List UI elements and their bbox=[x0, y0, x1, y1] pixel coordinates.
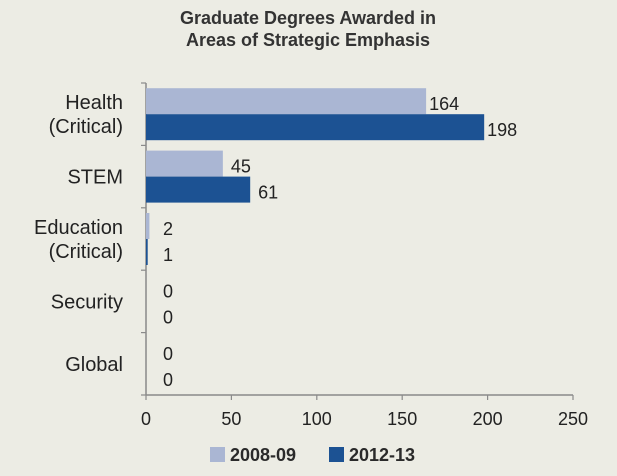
bar-2012-13-1 bbox=[146, 176, 251, 203]
axes: Health(Critical)STEMEducation(Critical)S… bbox=[34, 82, 588, 429]
bar-2008-09-2 bbox=[146, 213, 150, 239]
category-label: (Critical) bbox=[49, 116, 123, 138]
category-label: Health bbox=[65, 92, 123, 114]
data-label: 0 bbox=[163, 307, 173, 327]
legend: 2008-09 2012-13 bbox=[210, 445, 415, 465]
bars bbox=[146, 88, 485, 265]
category-label: STEM bbox=[67, 167, 123, 189]
legend-swatch bbox=[210, 447, 225, 462]
x-tick-label: 250 bbox=[558, 409, 588, 429]
x-tick-label: 150 bbox=[387, 409, 417, 429]
data-label: 0 bbox=[163, 370, 173, 390]
category-label: Global bbox=[65, 354, 123, 376]
data-label: 198 bbox=[487, 120, 517, 140]
x-tick-label: 200 bbox=[473, 409, 503, 429]
bar-2012-13-0 bbox=[146, 114, 485, 141]
data-label: 61 bbox=[258, 183, 278, 203]
data-label: 45 bbox=[231, 157, 251, 177]
data-labels: 164 45 2 0 0 198 61 1 0 0 bbox=[163, 94, 517, 390]
chart-title-line: Graduate Degrees Awarded in bbox=[180, 8, 436, 28]
data-label: 164 bbox=[429, 94, 459, 114]
legend-label: 2012-13 bbox=[349, 445, 415, 465]
legend-label: 2008-09 bbox=[230, 445, 296, 465]
x-tick-label: 50 bbox=[221, 409, 241, 429]
data-label: 0 bbox=[163, 281, 173, 301]
category-label: Education bbox=[34, 217, 123, 239]
data-label: 0 bbox=[163, 344, 173, 364]
chart-title-line: Areas of Strategic Emphasis bbox=[186, 30, 430, 50]
bar-2008-09-1 bbox=[146, 150, 223, 177]
category-label: Security bbox=[51, 291, 123, 313]
bar-2008-09-0 bbox=[146, 88, 427, 115]
x-tick-label: 0 bbox=[141, 409, 151, 429]
data-label: 1 bbox=[163, 245, 173, 265]
category-label: (Critical) bbox=[49, 241, 123, 263]
x-tick-label: 100 bbox=[302, 409, 332, 429]
legend-swatch bbox=[329, 447, 344, 462]
data-label: 2 bbox=[163, 219, 173, 239]
bar-2012-13-2 bbox=[146, 239, 148, 265]
